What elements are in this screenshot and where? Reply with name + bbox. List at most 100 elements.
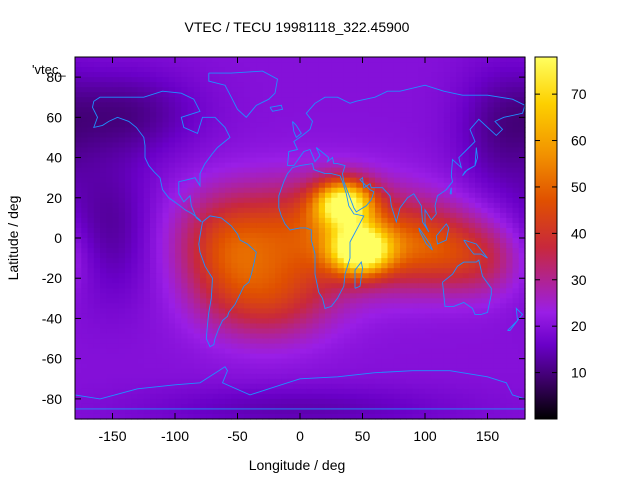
heatmap-cell xyxy=(368,293,376,299)
heatmap-cell xyxy=(106,358,114,365)
heatmap-cell xyxy=(206,67,214,73)
heatmap-cell xyxy=(506,353,514,360)
heatmap-cell xyxy=(381,102,389,108)
heatmap-cell xyxy=(93,258,101,264)
heatmap-cell xyxy=(75,77,82,83)
heatmap-cell xyxy=(187,147,195,154)
heatmap-cell xyxy=(368,127,376,134)
heatmap-cell xyxy=(268,253,276,259)
heatmap-cell xyxy=(306,187,314,194)
heatmap-cell xyxy=(293,192,301,199)
heatmap-cell xyxy=(418,278,426,284)
heatmap-cell xyxy=(431,182,439,189)
heatmap-cell xyxy=(181,278,189,284)
heatmap-cell xyxy=(400,293,407,299)
heatmap-cell xyxy=(456,232,464,239)
heatmap-cell xyxy=(331,378,339,385)
heatmap-cell xyxy=(231,318,239,325)
heatmap-cell xyxy=(156,333,164,340)
heatmap-cell xyxy=(156,398,164,405)
heatmap-cell xyxy=(506,288,514,294)
heatmap-cell xyxy=(137,82,145,88)
heatmap-cell xyxy=(256,127,264,134)
heatmap-cell xyxy=(237,227,245,234)
heatmap-cell xyxy=(200,62,207,68)
heatmap-cell xyxy=(200,368,207,375)
heatmap-cell xyxy=(306,212,314,219)
heatmap-cell xyxy=(131,273,139,279)
heatmap-cell xyxy=(425,253,432,259)
heatmap-cell xyxy=(162,383,170,390)
heatmap-cell xyxy=(506,72,514,78)
heatmap-cell xyxy=(318,62,326,68)
heatmap-cell xyxy=(200,57,207,63)
heatmap-cell xyxy=(193,308,201,315)
heatmap-cell xyxy=(306,263,314,269)
heatmap-cell xyxy=(343,343,351,350)
heatmap-cell xyxy=(118,162,126,169)
heatmap-cell xyxy=(118,212,126,219)
heatmap-cell xyxy=(81,177,89,184)
heatmap-cell xyxy=(281,197,289,204)
heatmap-cell xyxy=(131,87,139,93)
heatmap-cell xyxy=(325,92,332,98)
heatmap-cell xyxy=(337,82,345,88)
heatmap-cell xyxy=(143,278,151,284)
heatmap-cell xyxy=(381,393,389,400)
heatmap-cell xyxy=(262,333,270,340)
heatmap-cell xyxy=(493,202,501,209)
heatmap-cell xyxy=(256,182,264,189)
heatmap-cell xyxy=(162,363,170,370)
heatmap-cell xyxy=(250,348,257,355)
heatmap-cell xyxy=(118,393,126,400)
heatmap-cell xyxy=(406,167,414,174)
heatmap-cell xyxy=(125,273,132,279)
heatmap-cell xyxy=(187,227,195,234)
heatmap-cell xyxy=(393,137,401,144)
heatmap-cell xyxy=(500,238,507,244)
heatmap-cell xyxy=(368,182,376,189)
heatmap-cell xyxy=(412,313,420,320)
heatmap-cell xyxy=(387,147,395,154)
heatmap-cell xyxy=(168,212,176,219)
heatmap-cell xyxy=(162,157,170,164)
heatmap-cell xyxy=(100,303,107,309)
heatmap-cell xyxy=(431,197,439,204)
heatmap-cell xyxy=(406,273,414,279)
heatmap-cell xyxy=(262,112,270,118)
heatmap-cell xyxy=(312,393,320,400)
heatmap-cell xyxy=(81,167,89,174)
heatmap-cell xyxy=(318,298,326,304)
heatmap-cell xyxy=(131,107,139,113)
heatmap-cell xyxy=(406,232,414,239)
heatmap-cell xyxy=(87,232,95,239)
heatmap-cell xyxy=(168,248,176,254)
heatmap-cell xyxy=(400,303,407,309)
heatmap-cell xyxy=(343,258,351,264)
heatmap-cell xyxy=(406,353,414,360)
heatmap-cell xyxy=(156,358,164,365)
heatmap-cell xyxy=(356,338,364,345)
heatmap-cell xyxy=(493,172,501,179)
heatmap-cell xyxy=(162,258,170,264)
heatmap-cell xyxy=(375,62,382,68)
heatmap-cell xyxy=(175,363,182,370)
heatmap-cell xyxy=(106,77,114,83)
heatmap-cell xyxy=(156,167,164,174)
heatmap-cell xyxy=(481,273,489,279)
heatmap-cell xyxy=(125,303,132,309)
heatmap-cell xyxy=(462,258,470,264)
heatmap-cell xyxy=(187,207,195,214)
heatmap-cell xyxy=(418,202,426,209)
heatmap-cell xyxy=(475,212,482,219)
heatmap-cell xyxy=(375,368,382,375)
heatmap-cell xyxy=(481,132,489,139)
heatmap-cell xyxy=(306,358,314,365)
heatmap-cell xyxy=(218,127,226,134)
heatmap-cell xyxy=(168,333,176,340)
heatmap-cell xyxy=(168,147,176,154)
heatmap-cell xyxy=(212,288,220,294)
heatmap-cell xyxy=(406,268,414,274)
heatmap-cell xyxy=(81,368,89,375)
heatmap-cell xyxy=(431,268,439,274)
